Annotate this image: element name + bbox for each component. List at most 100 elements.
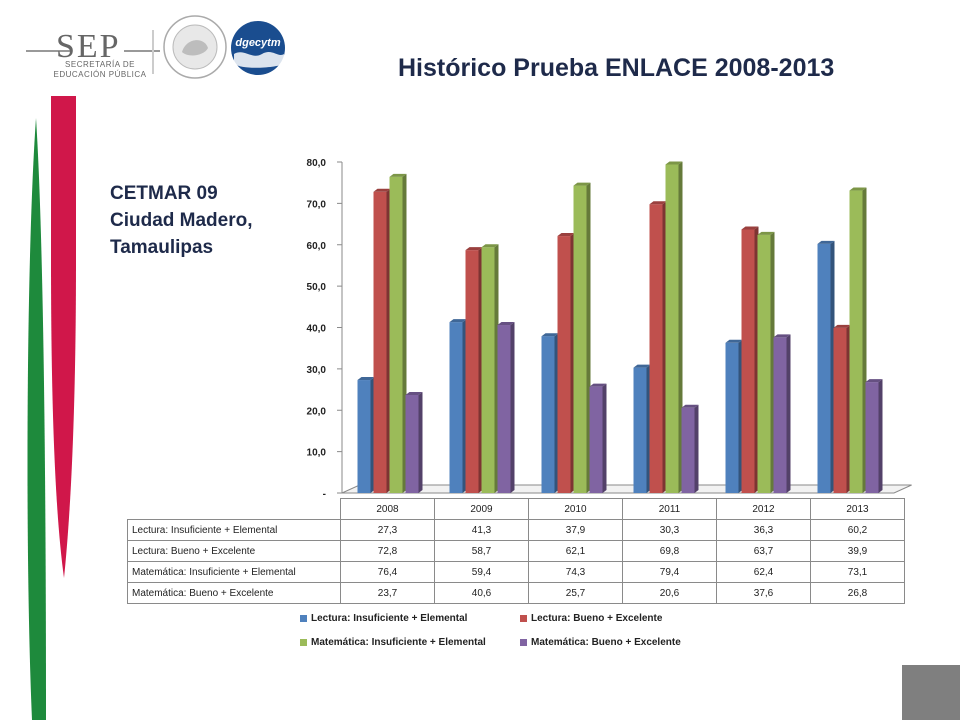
bar-top — [481, 244, 499, 248]
bar — [497, 322, 515, 493]
series-row-label: Matemática: Insuficiente + Elemental — [127, 561, 341, 583]
bar-front — [389, 176, 403, 493]
bar-top — [865, 379, 883, 383]
category-label: 2013 — [810, 498, 905, 520]
data-label: 23,7 — [340, 582, 435, 604]
decorative-stripes — [27, 96, 76, 720]
sep-subtitle-line1: SECRETARÍA DE — [65, 60, 135, 69]
bar-front — [541, 336, 555, 493]
data-label: 37,6 — [716, 582, 811, 604]
bar-top — [449, 319, 467, 323]
bar-top — [373, 188, 391, 192]
data-label: 41,3 — [434, 519, 529, 541]
series-row-label: Lectura: Insuficiente + Elemental — [127, 519, 341, 541]
bar-top — [833, 324, 851, 328]
y-tick-label: 50,0 — [307, 282, 327, 293]
bar-front — [405, 394, 419, 493]
bar — [681, 404, 699, 493]
table-header-row: 2008 2009 2010 2011 2012 2013 — [128, 498, 905, 520]
y-tick-label: 80,0 — [307, 158, 327, 169]
bar-front — [357, 380, 371, 493]
bar — [849, 187, 867, 493]
legend-label: Lectura: Bueno + Excelente — [531, 613, 663, 624]
bar-top — [573, 182, 591, 186]
bar-side — [510, 322, 515, 493]
sep-subtitle-line2: EDUCACIÓN PÚBLICA — [53, 70, 147, 79]
bar-top — [681, 404, 699, 408]
bar-front — [849, 190, 863, 493]
legend-item: Matemática: Insuficiente + Elemental — [300, 637, 486, 648]
data-label: 27,3 — [340, 519, 435, 541]
bar-side — [602, 383, 607, 493]
bar-front — [373, 191, 387, 494]
data-label: 26,8 — [810, 582, 905, 604]
dgecytm-logo-icon: dgecytm — [231, 21, 285, 75]
legend-label: Matemática: Bueno + Excelente — [531, 637, 681, 648]
bar — [373, 188, 391, 494]
bar-top — [757, 231, 775, 235]
bar-top — [389, 173, 407, 177]
bar-front — [481, 247, 495, 493]
bar — [757, 231, 775, 493]
dgecytm-logo-text: dgecytm — [235, 37, 280, 49]
bar-front — [833, 327, 847, 493]
red-stripe — [51, 96, 76, 578]
mexico-seal-icon — [163, 15, 227, 79]
table-row: Matemática: Insuficiente + Elemental 76,4… — [127, 561, 905, 583]
bar — [357, 377, 375, 493]
legend-item: Lectura: Bueno + Excelente — [520, 613, 662, 624]
data-table: 2008 2009 2010 2011 2012 2013 Lectura: Insufi… — [127, 498, 905, 604]
bar — [741, 226, 759, 493]
data-label: 63,7 — [716, 540, 811, 562]
table-row: Lectura: Insuficiente + Elemental 27,3 41,… — [127, 519, 905, 541]
legend-label: Matemática: Insuficiente + Elemental — [311, 637, 486, 648]
school-name: CETMAR 09 — [110, 183, 218, 204]
data-label: 73,1 — [810, 561, 905, 583]
data-label: 76,4 — [340, 561, 435, 583]
bar — [773, 334, 791, 493]
bar — [573, 182, 591, 494]
corner-square — [902, 665, 960, 720]
bar — [865, 379, 883, 493]
y-tick-label: 30,0 — [307, 365, 327, 376]
bar-front — [741, 229, 755, 493]
bar — [649, 201, 667, 493]
y-tick-label: - — [323, 489, 326, 500]
bar-front — [633, 367, 647, 493]
data-label: 20,6 — [622, 582, 717, 604]
data-label: 36,3 — [716, 519, 811, 541]
bar-top — [405, 391, 423, 395]
series-row-label: Lectura: Bueno + Excelente — [127, 540, 341, 562]
bar — [833, 324, 851, 493]
category-label: 2008 — [340, 498, 435, 520]
bar-top — [741, 226, 759, 230]
bar — [481, 244, 499, 493]
bar-top — [725, 339, 743, 343]
data-label: 74,3 — [528, 561, 623, 583]
bar-top — [465, 247, 483, 251]
bar-top — [649, 201, 667, 205]
data-label: 30,3 — [622, 519, 717, 541]
school-city: Ciudad Madero, — [110, 210, 253, 231]
bar-front — [465, 250, 479, 493]
legend-swatch — [300, 639, 307, 646]
legend-label: Lectura: Insuficiente + Elemental — [311, 613, 468, 624]
logo-area: SEP SECRETARÍA DE EDUCACIÓN PÚBLICA dgec… — [0, 0, 300, 92]
series-row-label: Matemática: Bueno + Excelente — [127, 582, 341, 604]
y-tick-label: 10,0 — [307, 448, 327, 459]
bar — [541, 333, 559, 493]
bar-top — [633, 364, 651, 368]
page-title: Histórico Prueba ENLACE 2008-2013 — [398, 54, 835, 82]
bar — [389, 173, 407, 493]
bar-front — [865, 382, 879, 493]
school-state: Tamaulipas — [110, 237, 214, 258]
category-label: 2012 — [716, 498, 811, 520]
data-table-wrap: 2008 2009 2010 2011 2012 2013 Lectura: Insufi… — [127, 498, 905, 604]
category-label: 2011 — [622, 498, 717, 520]
data-label: 40,6 — [434, 582, 529, 604]
legend-item: Lectura: Insuficiente + Elemental — [300, 613, 467, 624]
bar-front — [665, 164, 679, 494]
legend-swatch — [300, 615, 307, 622]
y-tick-label: 40,0 — [307, 324, 327, 335]
